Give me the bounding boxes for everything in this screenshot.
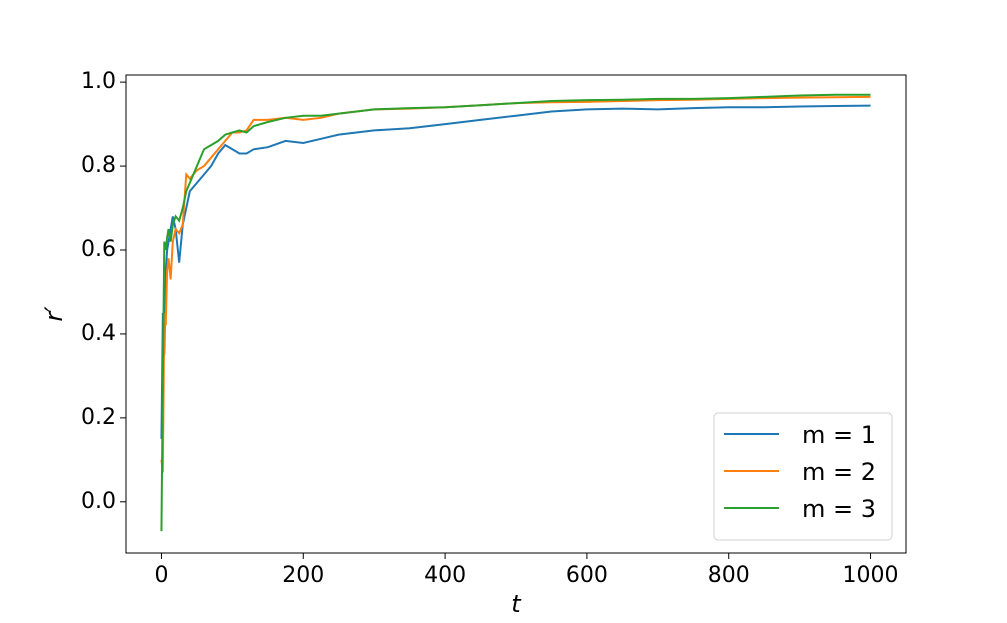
x-tick-label: 400	[424, 563, 466, 588]
series-line	[160, 104, 871, 439]
y-tick-label: 0.6	[81, 237, 116, 262]
y-tick-label: 0.0	[81, 489, 116, 514]
legend-label: m = 1	[802, 421, 876, 449]
y-tick-label: 0.4	[81, 321, 116, 346]
y-tick-label: 0.2	[81, 405, 116, 430]
x-axis-label: t	[511, 590, 522, 618]
y-axis-label: r′	[40, 306, 68, 322]
axes-frame	[125, 74, 907, 554]
series-line	[160, 95, 871, 473]
legend-label: m = 2	[802, 458, 876, 486]
x-tick-label: 0	[154, 563, 168, 588]
legend-label: m = 3	[802, 495, 876, 523]
x-tick-label: 1000	[843, 563, 899, 588]
x-tick-label: 800	[708, 563, 750, 588]
x-tick-label: 200	[282, 563, 324, 588]
plot-area	[160, 93, 871, 532]
x-tick-label: 600	[566, 563, 608, 588]
y-tick-label: 1.0	[81, 69, 116, 94]
series-line	[160, 93, 871, 532]
y-tick-label: 0.8	[81, 153, 116, 178]
